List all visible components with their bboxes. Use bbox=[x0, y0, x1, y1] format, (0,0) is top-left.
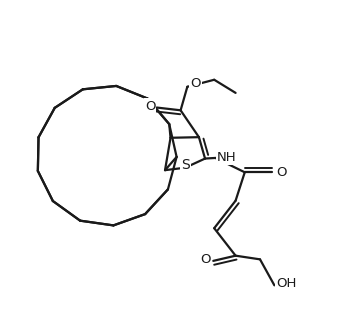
Text: O: O bbox=[145, 100, 155, 113]
Text: OH: OH bbox=[276, 277, 296, 290]
Text: S: S bbox=[181, 158, 190, 172]
Text: O: O bbox=[276, 166, 286, 179]
Text: O: O bbox=[190, 77, 201, 90]
Text: O: O bbox=[200, 253, 211, 266]
Text: NH: NH bbox=[217, 151, 237, 165]
